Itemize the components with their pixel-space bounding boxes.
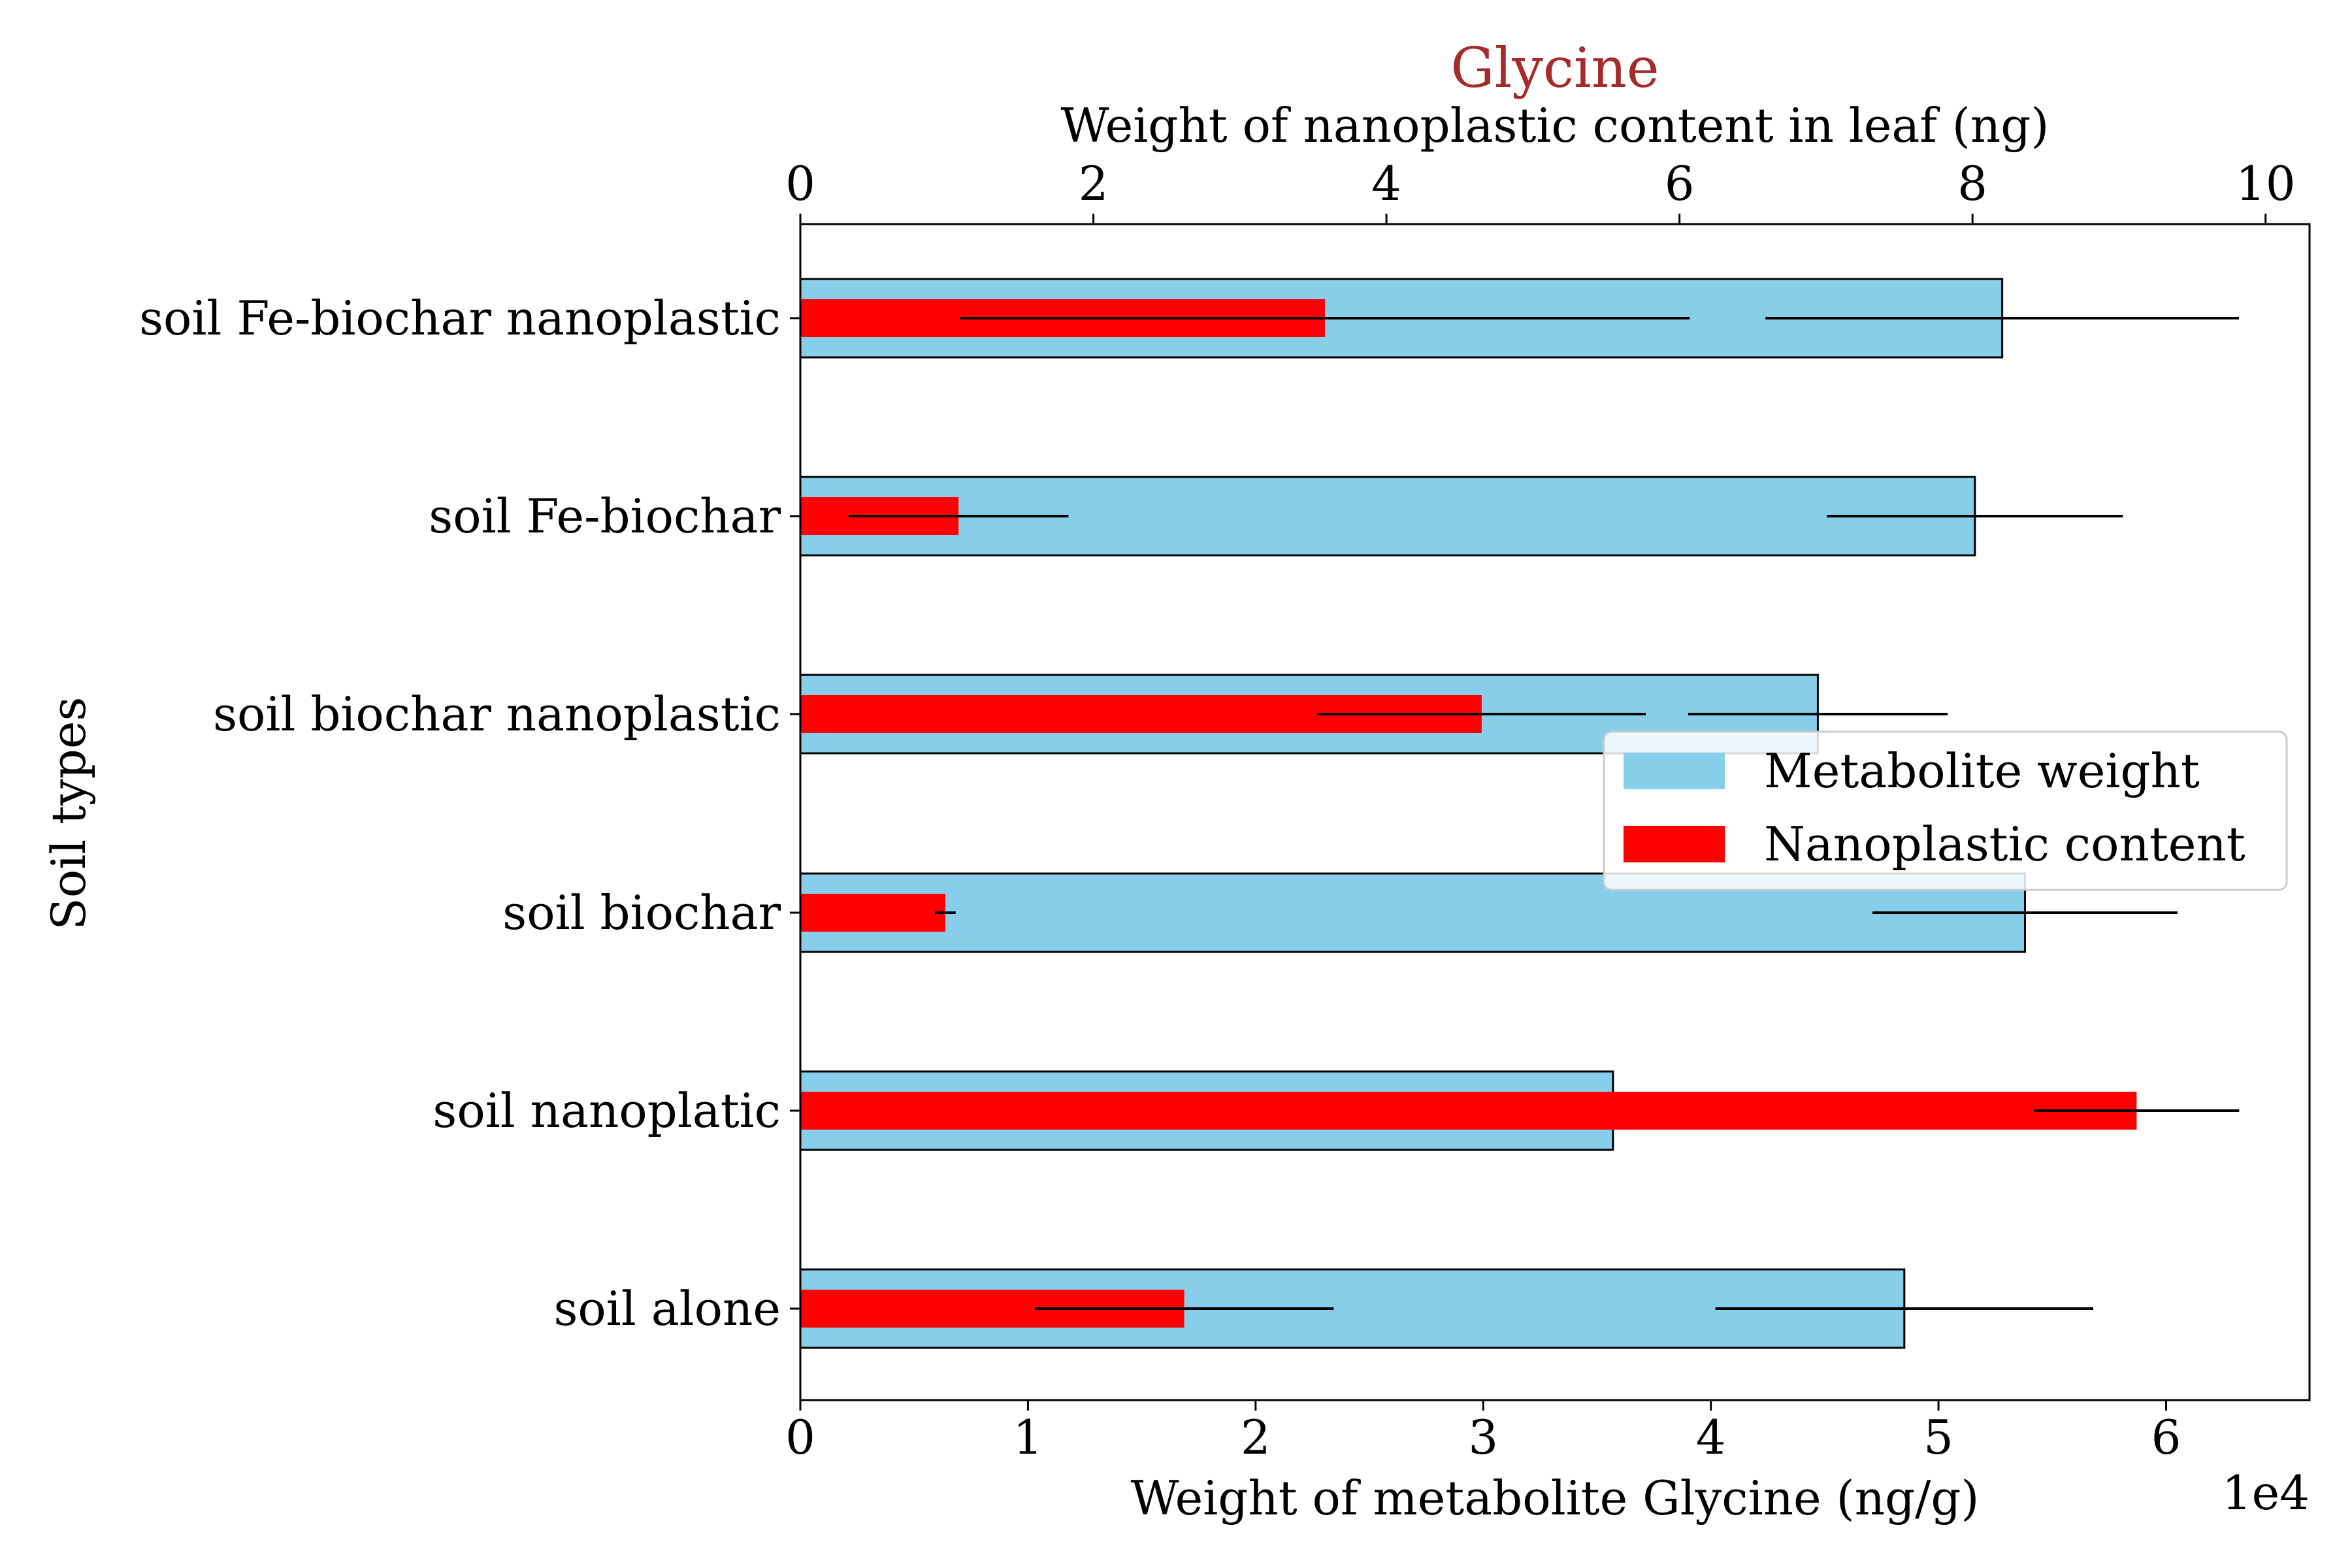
legend-box xyxy=(1603,730,2288,891)
category-label: soil Fe-biochar nanoplastic xyxy=(139,291,781,346)
plot-frame xyxy=(799,223,2311,1401)
top-tick-label: 0 xyxy=(785,156,815,211)
top-axis-label: Weight of nanoplastic content in leaf (n… xyxy=(1061,98,2050,153)
legend-label: Nanoplastic content xyxy=(1764,817,2246,872)
bottom-tick-label: 3 xyxy=(1468,1410,1498,1465)
bottom-tick-label: 0 xyxy=(785,1410,815,1465)
top-tick-label: 6 xyxy=(1665,156,1695,211)
bottom-tick-label: 6 xyxy=(2151,1410,2181,1465)
category-label: soil alone xyxy=(553,1281,781,1336)
top-tick-label: 2 xyxy=(1079,156,1109,211)
nanoplastic-bar xyxy=(800,894,946,932)
bottom-tick-label: 1 xyxy=(1013,1410,1043,1465)
bottom-tick-label: 2 xyxy=(1241,1410,1271,1465)
chart-title: Glycine xyxy=(1450,36,1659,100)
legend: Metabolite weight Nanoplastic content xyxy=(1603,730,2288,891)
legend-label: Metabolite weight xyxy=(1764,743,2200,798)
category-label: soil biochar xyxy=(502,885,781,940)
bottom-tick-label: 4 xyxy=(1696,1410,1726,1465)
top-tick-label: 10 xyxy=(2236,156,2296,211)
category-label: soil nanoplatic xyxy=(433,1083,781,1138)
legend-swatch xyxy=(1624,826,1725,862)
bottom-tick-label: 5 xyxy=(1923,1410,1953,1465)
category-label: soil biochar nanoplastic xyxy=(213,687,781,742)
top-tick-label: 8 xyxy=(1957,156,1987,211)
plot-area: 0 1 2 3 4 5 6 0 2 4 6 8 10 soil alone soil nanoplatic s… xyxy=(139,156,2311,1465)
nanoplastic-bar xyxy=(800,1092,2137,1130)
legend-swatch xyxy=(1624,753,1725,789)
bottom-axis-offset-label: 1e4 xyxy=(2222,1465,2310,1520)
category-label: soil Fe-biochar xyxy=(429,489,781,544)
top-tick-label: 4 xyxy=(1371,156,1401,211)
y-axis-label: Soil types xyxy=(41,697,96,930)
bottom-axis-label: Weight of metabolite Glycine (ng/g) xyxy=(1130,1471,1979,1526)
